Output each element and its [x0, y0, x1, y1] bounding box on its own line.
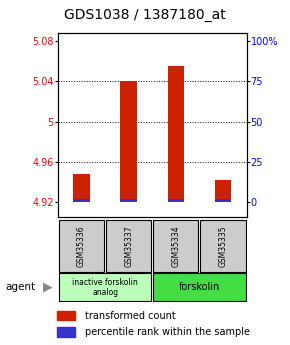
Text: percentile rank within the sample: percentile rank within the sample: [85, 327, 250, 337]
Text: GSM35335: GSM35335: [218, 225, 227, 267]
Bar: [57, 327, 75, 337]
Text: GSM35337: GSM35337: [124, 225, 133, 267]
Bar: [73, 174, 90, 202]
Bar: [168, 199, 184, 202]
Text: inactive forskolin
analog: inactive forskolin analog: [72, 277, 138, 297]
Bar: [57, 311, 75, 320]
Bar: [120, 199, 137, 202]
Bar: [153, 273, 246, 301]
Bar: [73, 199, 90, 202]
Text: agent: agent: [6, 282, 36, 292]
Text: transformed count: transformed count: [85, 310, 175, 321]
Bar: [59, 220, 104, 272]
Text: GDS1038 / 1387180_at: GDS1038 / 1387180_at: [64, 8, 226, 22]
Text: GSM35336: GSM35336: [77, 225, 86, 267]
Bar: [215, 180, 231, 202]
Text: ▶: ▶: [43, 280, 53, 294]
Bar: [106, 220, 151, 272]
Text: GSM35334: GSM35334: [171, 225, 180, 267]
Bar: [120, 81, 137, 202]
Bar: [200, 220, 246, 272]
Bar: [153, 220, 198, 272]
Text: forskolin: forskolin: [179, 282, 220, 292]
Bar: [59, 273, 151, 301]
Bar: [168, 66, 184, 202]
Bar: [215, 199, 231, 202]
